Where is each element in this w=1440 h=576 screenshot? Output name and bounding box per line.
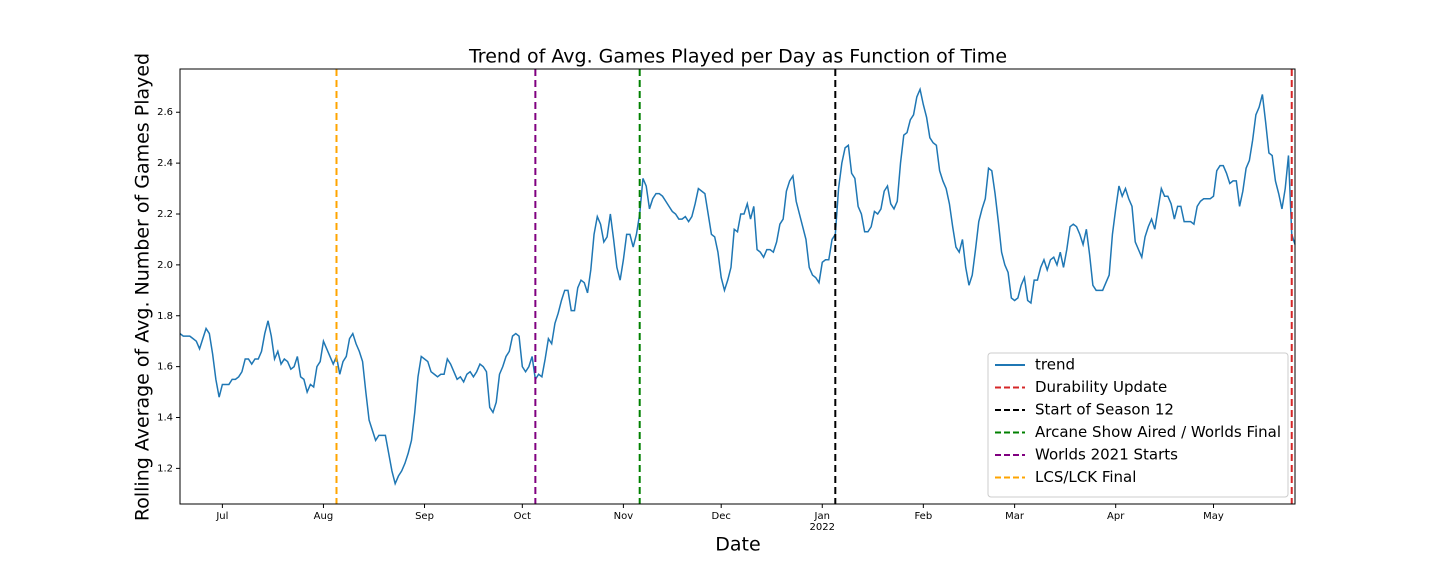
x-tick-label: Dec [712,511,731,522]
plot-frame [179,68,1296,505]
x-tick-label: May [1203,511,1224,522]
x-tick-label: Apr [1107,511,1125,522]
x-tick-label: Feb [914,511,932,522]
x-tick-label: Jul [215,511,228,522]
legend-label: Worlds 2021 Starts [1035,446,1178,464]
y-tick-label: 1.4 [157,413,173,424]
x-tick-label: Mar [1005,511,1025,522]
legend-box [987,352,1289,498]
legend-label: trend [1035,356,1075,374]
trend-line [179,86,1296,486]
legend-label: Arcane Show Aired / Worlds Final [1035,423,1281,441]
x-tick-label: Sep [415,511,434,522]
x-tick-sublabel: 2022 [810,522,835,533]
y-tick-label: 1.2 [157,463,173,474]
chart-title: Trend of Avg. Games Played per Day as Fu… [468,46,1007,68]
y-tick-label: 1.6 [157,362,173,373]
y-tick-label: 2.0 [157,260,173,271]
legend-label: Start of Season 12 [1035,401,1174,419]
legend-label: LCS/LCK Final [1035,468,1136,486]
x-tick-label: Oct [514,511,531,522]
y-tick-label: 2.2 [157,209,173,220]
y-axis-label: Rolling Average of Avg. Number of Games … [132,53,154,521]
legend-label: Durability Update [1035,378,1167,396]
x-tick-label: Nov [614,511,634,522]
legend: trend Durability Update Start of Season 12… [987,352,1289,498]
x-axis-label: Date [715,534,760,556]
y-tick-label: 2.4 [157,158,173,169]
y-tick-label: 2.6 [157,107,173,118]
y-tick-label: 1.8 [157,311,173,322]
x-tick-label: Aug [314,511,334,522]
x-tick-label: Jan [814,511,830,522]
